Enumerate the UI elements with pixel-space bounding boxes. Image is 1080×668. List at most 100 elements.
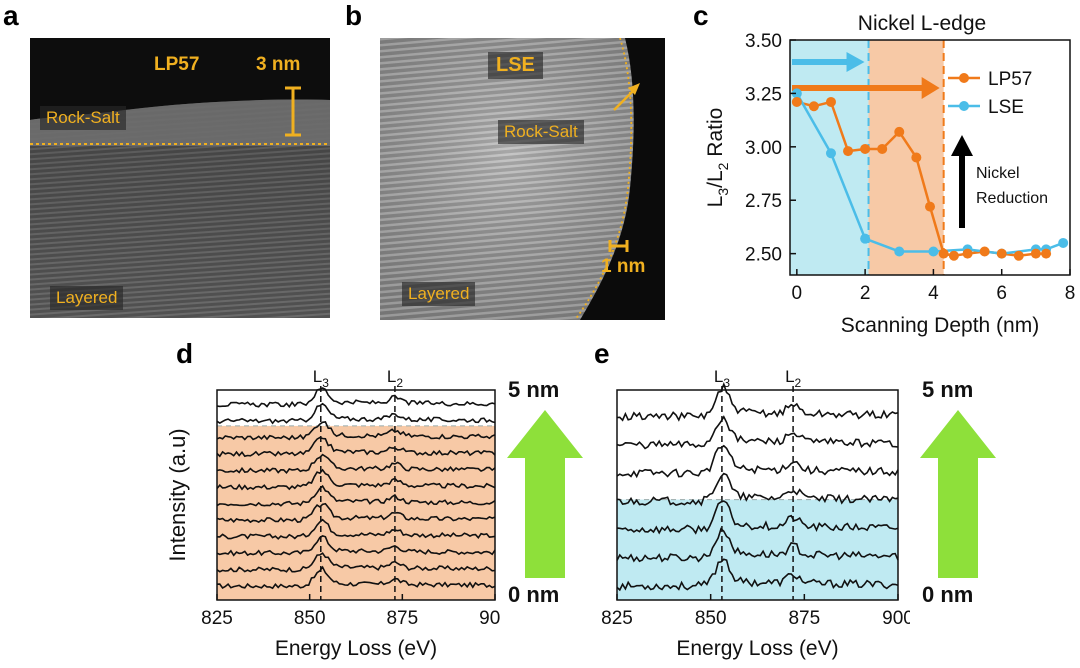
chartd-spectrum-5 [216, 484, 496, 507]
chart-c-point-lp57-8 [925, 201, 935, 212]
chart-c-legend-marker-lse [959, 101, 969, 111]
chart-c-shade-1 [868, 40, 944, 275]
chartd-spectrum-2 [216, 535, 496, 557]
charte-shade [617, 499, 898, 600]
chart-c-legend-label-lp57: LP57 [988, 69, 1032, 90]
micrograph-a-rocksalt-label: Rock-Salt [40, 106, 126, 130]
chart-c-point-lp57-5 [877, 143, 888, 154]
panel-letter-a: a [3, 0, 19, 31]
chart-c-annotation-line1: Nickel [976, 165, 1020, 182]
chartd-xlabel: Energy Loss (eV) [275, 637, 437, 660]
charte-spectrum-4 [616, 444, 899, 479]
chartd-spectrum-6 [216, 468, 496, 491]
chart-c-point-lp57-16 [1041, 248, 1052, 259]
chart-c-point-lp57-2 [825, 96, 836, 107]
micrograph-b-title: LSE [488, 52, 543, 79]
charte-spectrum-0 [616, 558, 899, 592]
charte-spectrum-1 [616, 527, 899, 563]
chartd-spectrum-4 [216, 502, 496, 524]
chart-c-point-lp57-7 [911, 152, 922, 163]
chart-c-point-lp57-6 [894, 126, 905, 137]
micrograph-a-title: LP57 [154, 54, 200, 75]
chart-c-xlabel: Scanning Depth (nm) [841, 314, 1039, 337]
chart-c-point-lp57-15 [1030, 248, 1041, 259]
chart-c-point-lse-3 [894, 246, 905, 257]
chartd-spectrum-3 [216, 518, 496, 540]
chartd-xtick-label-3: 900 [479, 608, 500, 629]
chart-e-bottom-depth: 0 nm [922, 582, 974, 607]
chart-c-point-lse-1 [825, 148, 836, 159]
chartd-spectrum-8 [216, 436, 496, 458]
chartd-peak-label-0: L3 [313, 367, 329, 390]
chart-d-top-depth: 5 nm [508, 377, 560, 402]
chartd-shade [217, 425, 495, 600]
micrograph-a: LP57 3 nm Rock-Salt Layered [30, 38, 330, 318]
charte-xtick-label-1: 850 [695, 608, 727, 629]
chart-c-ytick-label-4: 3.50 [745, 31, 782, 52]
chart-c-point-lp57-1 [808, 101, 819, 112]
panel-letter-b: b [345, 0, 363, 31]
charte-xtick-label-3: 900 [882, 608, 910, 629]
chart-e: L3 L2 825 850 875 900 Energy Loss (eV) [601, 367, 910, 660]
chart-c-point-lp57-13 [996, 248, 1007, 259]
chart-c-point-lp57-10 [948, 250, 959, 261]
chart-c-ytick-label-0: 2.50 [745, 245, 782, 266]
chart-c-title: Nickel L-edge [858, 12, 986, 35]
charte-frame [616, 389, 899, 601]
chartd-frame [216, 389, 496, 601]
panel-letter-d: d [176, 338, 194, 369]
chart-c-ytick-label-2: 3.00 [745, 138, 782, 159]
chart-c-xtick-label-1: 2 [860, 283, 871, 304]
chart-c-point-lp57-4 [860, 143, 871, 154]
chart-e-top-depth: 5 nm [922, 377, 974, 402]
charte-xlabel: Energy Loss (eV) [676, 637, 838, 660]
chartd-spectrum-0 [216, 565, 496, 590]
chart-c: Nickel Reduction 0 2 4 6 8 2.50 2.75 3.00 3.25 3.50… [704, 12, 1076, 337]
panel-letter-c: c [693, 0, 709, 31]
chart-c-xtick-label-2: 4 [928, 283, 939, 304]
chart-c-ylabel: L3/L2 Ratio [704, 108, 731, 208]
chart-c-point-lse-2 [860, 233, 871, 244]
chartd-xtick-label-0: 825 [201, 608, 233, 629]
chart-c-point-lp57-3 [843, 146, 854, 157]
chart-e-depth-arrow-icon [920, 410, 996, 578]
panel-letter-e: e [594, 338, 610, 369]
chart-c-xtick-label-4: 8 [1065, 283, 1076, 304]
chart-c-xtick-label-0: 0 [792, 283, 803, 304]
chartd-spectrum-9 [216, 421, 496, 441]
chart-c-point-lp57-9 [938, 248, 949, 259]
micrograph-b: LSE Rock-Salt 1 nm Layered [380, 38, 665, 320]
chart-d-depth-arrow-icon [507, 410, 583, 578]
chartd-spectrum-10 [216, 402, 496, 425]
chart-c-point-lse-0 [791, 88, 802, 99]
chartd-peak-label-1: L2 [387, 367, 403, 390]
chartd-xtick-label-1: 850 [294, 608, 326, 629]
chart-c-legend-label-lse: LSE [988, 97, 1024, 118]
chart-c-lp57-arrow-head [921, 77, 940, 99]
chart-c-frame [789, 39, 1071, 276]
chart-c-annotation-line2: Reduction [976, 190, 1048, 207]
chart-c-lse-arrow-head [846, 52, 865, 72]
micrograph-a-scale: 3 nm [256, 54, 301, 75]
charte-spectrum-6 [616, 381, 899, 422]
micrograph-b-layered-label: Layered [402, 282, 476, 306]
chartd-spectrum-7 [216, 453, 496, 475]
chart-d: L3 L2 825 850 875 900 Energy Loss (eV) Intensit… [165, 367, 500, 660]
chart-c-point-lp57-12 [979, 246, 990, 257]
chart-c-point-lse-9 [1058, 237, 1069, 248]
chart-c-point-lse-4 [928, 246, 939, 257]
charte-peak-label-0: L3 [714, 367, 730, 390]
chart-d-bottom-depth: 0 nm [508, 582, 560, 607]
chart-c-reduction-arrow-head [951, 135, 973, 156]
micrograph-b-image [380, 38, 665, 320]
chartd-ylabel: Intensity (a.u) [165, 428, 190, 561]
chart-c-series-line-lse [795, 92, 1064, 255]
chart-c-point-lp57-11 [962, 248, 973, 259]
chart-c-point-lp57-14 [1013, 250, 1024, 261]
micrograph-b-scale: 1 nm [601, 256, 646, 277]
charte-peak-label-1: L2 [785, 367, 801, 390]
chart-c-legend-marker-lp57 [959, 73, 969, 83]
chartd-spectrum-11 [216, 387, 496, 409]
charte-spectrum-5 [616, 415, 899, 450]
micrograph-b-rocksalt-label: Rock-Salt [498, 120, 584, 144]
